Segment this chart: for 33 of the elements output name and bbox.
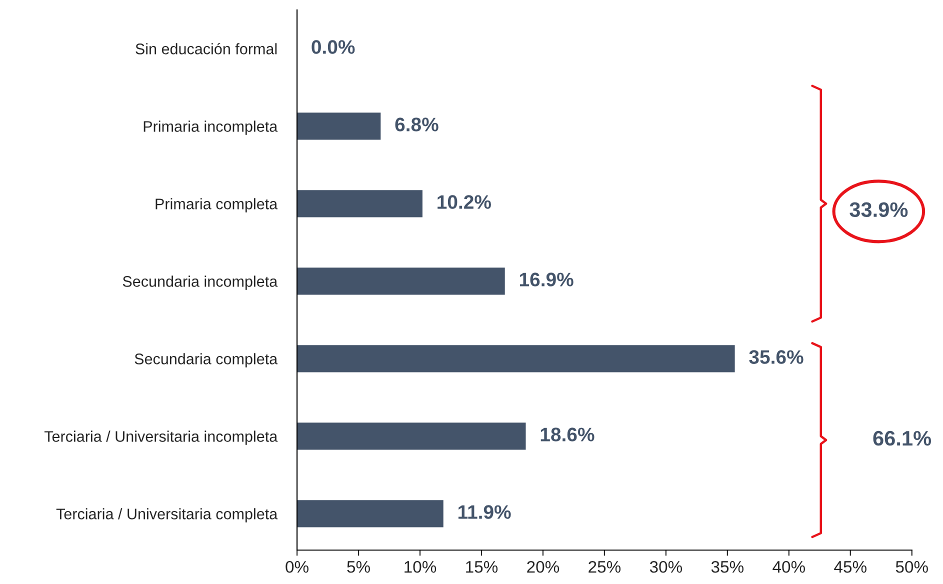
y-tick-label: Secundaria incompleta [122, 276, 278, 290]
data-label: 0.0% [312, 40, 355, 54]
bar [297, 500, 444, 528]
x-tick-label: 20% [527, 560, 560, 573]
bar [297, 112, 381, 140]
bar [297, 268, 505, 295]
y-tick-label: Terciaria / Universitaria incompleta [44, 430, 278, 445]
x-tick-label: 45% [834, 561, 866, 573]
data-label: 18.6% [540, 428, 594, 442]
y-tick-label: Terciaria / Universitaria completa [56, 508, 278, 522]
data-label: 35.6% [749, 350, 804, 364]
x-tick-label: 5% [347, 561, 370, 573]
y-tick-label: Primaria completa [156, 198, 278, 212]
x-tick-label: 40% [772, 560, 805, 573]
annotation: 66.1% [873, 430, 932, 446]
bar [297, 422, 526, 450]
x-tick-label: 10% [404, 560, 436, 573]
y-tick-label: Secundaria completa [134, 353, 278, 368]
x-tick-label: 25% [588, 560, 621, 573]
x-tick-label: 50% [896, 560, 928, 573]
data-label: 16.9% [520, 272, 574, 286]
y-tick-label: Sin educación formal [136, 42, 277, 54]
x-tick-label: 0% [286, 560, 308, 573]
x-tick-label: 30% [650, 560, 682, 573]
data-label: 11.9% [458, 505, 511, 519]
annotation: 33.9% [850, 202, 908, 218]
bar [297, 345, 735, 372]
data-label: 6.8% [395, 118, 438, 132]
bar [297, 190, 422, 218]
y-tick-label: Primaria incompleta [144, 120, 278, 135]
x-tick-label: 35% [711, 560, 744, 573]
data-label: 10.2% [438, 195, 491, 209]
x-tick-label: 15% [466, 561, 498, 573]
